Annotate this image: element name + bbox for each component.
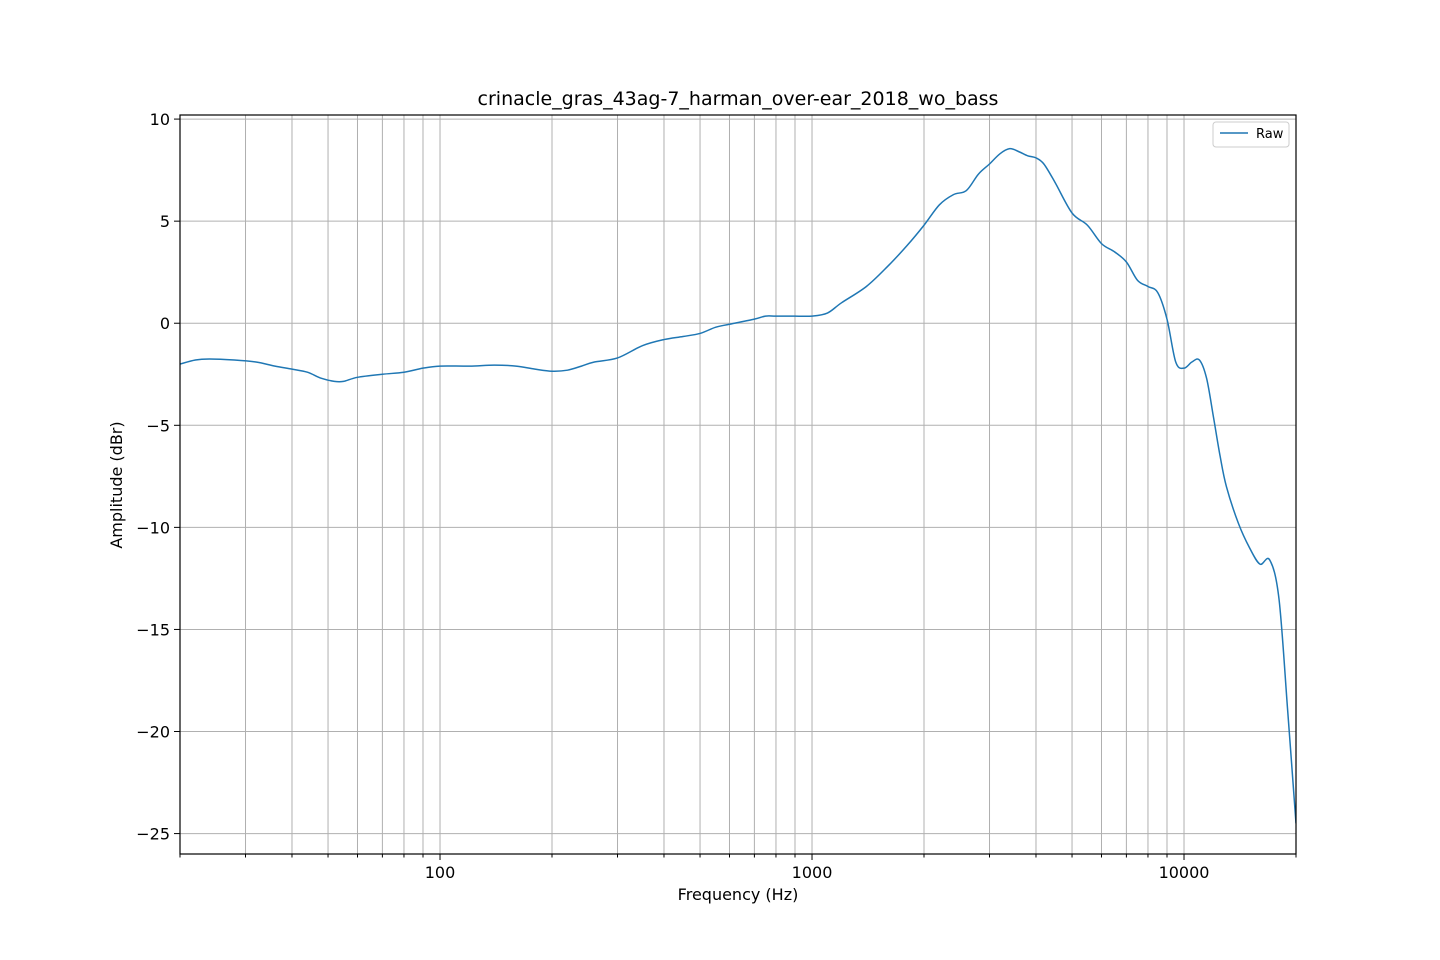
y-tick-label: −10 [136,518,170,537]
y-tick-label: −5 [146,416,170,435]
x-axis-label: Frequency (Hz) [678,885,799,904]
plot-frame [179,114,1297,855]
x-tick-label: 1000 [792,863,833,882]
y-tick-label: −25 [136,825,170,844]
y-tick-label: −15 [136,620,170,639]
legend-box [1212,121,1290,148]
x-tick-label: 10000 [1159,863,1210,882]
series-line-raw [180,147,1296,824]
legend-label-raw: Raw [1256,127,1284,142]
series-layer [180,147,1296,824]
y-tick-label: 5 [160,212,170,231]
y-tick-label: −20 [136,723,170,742]
y-tick-label: 10 [150,110,170,129]
x-tick-label: 100 [425,863,456,882]
y-axis-label: Amplitude (dBr) [107,421,126,548]
chart-title: crinacle_gras_43ag-7_harman_over-ear_201… [478,88,999,110]
ticks: 100 1000 10000 10 5 0 −5 −10 −15 −20 −25 [136,110,1297,882]
legend: Raw [1212,121,1290,148]
grid [179,115,1297,854]
y-tick-label: 0 [160,314,170,333]
